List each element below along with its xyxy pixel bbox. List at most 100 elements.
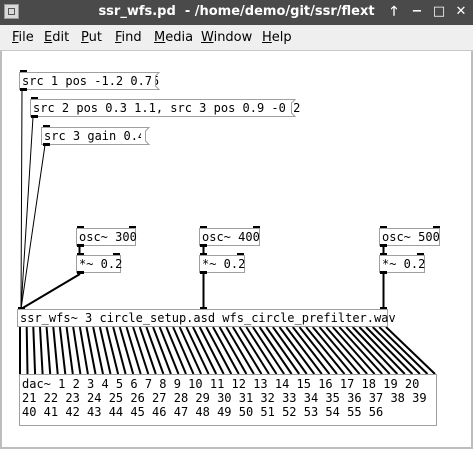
message-flag — [141, 127, 150, 145]
close-button[interactable]: ✕ — [455, 4, 467, 19]
signal-cord — [218, 326, 248, 375]
window-title: ssr_wfs.pd - /home/demo/git/ssr/flext — [98, 4, 375, 19]
cord-msg3 — [20, 144, 46, 310]
signal-cord — [205, 326, 233, 375]
dac-object[interactable]: dac~ 1 2 3 4 5 6 7 8 9 10 11 12 13 14 15… — [19, 374, 437, 426]
message-flag — [287, 99, 296, 117]
signal-cord — [25, 326, 29, 375]
inlet — [237, 253, 244, 256]
inlet — [253, 226, 260, 229]
keep-above-button[interactable]: 🡑 — [390, 4, 398, 19]
inlet — [433, 226, 440, 229]
inlet — [380, 253, 387, 256]
outlet — [20, 88, 27, 91]
cord-fan — [19, 326, 436, 375]
inlet — [18, 307, 25, 310]
title-bar: ssr_wfs.pd - /home/demo/git/ssr/flext 🡑 … — [0, 0, 473, 25]
minimize-button[interactable]: − — [411, 4, 423, 19]
signal-cord — [332, 326, 376, 375]
signal-cord — [258, 326, 293, 375]
signal-cord — [305, 326, 346, 375]
signal-cord — [312, 326, 353, 375]
menu-bar: File Edit Put Find Media Window Help — [0, 25, 473, 51]
signal-cord — [78, 326, 89, 375]
signal-cord — [65, 326, 74, 375]
signal-cord — [125, 326, 142, 375]
maximize-button[interactable]: □ — [432, 4, 446, 19]
inlet — [77, 226, 84, 229]
menu-put[interactable]: Put — [81, 30, 102, 45]
signal-cord — [298, 326, 338, 375]
signal-cord — [85, 326, 97, 375]
signal-cord — [252, 326, 285, 375]
window-border-left — [0, 51, 2, 449]
multiply-object-2[interactable]: *~ 0.2 — [199, 255, 245, 273]
signal-cord — [292, 326, 331, 375]
outlet — [77, 244, 84, 247]
message-src2-src3-pos[interactable]: src 2 pos 0.3 1.1, src 3 pos 0.9 -0.2 — [30, 99, 300, 117]
signal-cord — [92, 326, 104, 375]
cord-msg1 — [20, 89, 23, 310]
signal-cord — [192, 326, 218, 375]
signal-cord — [278, 326, 316, 375]
inlet — [200, 253, 207, 256]
osc-400-object[interactable]: osc~ 400 — [199, 228, 260, 246]
signal-cord — [225, 326, 255, 375]
signal-cord — [232, 326, 263, 375]
signal-cord — [138, 326, 157, 375]
signal-cord — [385, 326, 436, 375]
message-flag — [151, 72, 160, 90]
signal-cord — [152, 326, 172, 375]
outlet — [380, 271, 387, 274]
inlet — [20, 70, 27, 73]
multiply-object-3[interactable]: *~ 0.2 — [379, 255, 425, 273]
signal-cord — [338, 326, 383, 375]
osc-500-object[interactable]: osc~ 500 — [379, 228, 440, 246]
signal-cord — [178, 326, 203, 375]
signal-cord — [265, 326, 301, 375]
signal-cord — [39, 326, 44, 375]
ssr-wfs-renderer-object[interactable]: ssr_wfs~ 3 circle_setup.asd wfs_circle_p… — [17, 309, 396, 327]
inlet — [31, 97, 38, 100]
menu-media[interactable]: Media — [154, 30, 194, 45]
inlet — [380, 226, 387, 229]
signal-cord — [158, 326, 180, 375]
window-border-right — [471, 51, 473, 449]
signal-cord — [318, 326, 361, 375]
signal-cord — [198, 326, 225, 375]
signal-cord — [378, 326, 429, 375]
osc-300-object[interactable]: osc~ 300 — [76, 228, 137, 246]
signal-cord — [351, 326, 399, 375]
signal-cord — [98, 326, 112, 375]
signal-cord — [325, 326, 368, 375]
signal-cord — [112, 326, 127, 375]
multiply-object-1[interactable]: *~ 0.2 — [76, 255, 122, 273]
menu-find[interactable]: Find — [115, 30, 142, 45]
outlet — [31, 115, 38, 118]
signal-cord — [58, 326, 67, 375]
menu-file[interactable]: File — [12, 30, 34, 45]
outlet — [200, 244, 207, 247]
inlet — [113, 253, 120, 256]
outlet — [43, 143, 50, 146]
signal-cord — [345, 326, 391, 375]
menu-help[interactable]: Help — [262, 30, 292, 45]
menu-window[interactable]: Window — [201, 30, 253, 45]
inlet — [380, 307, 387, 310]
signal-cord — [285, 326, 323, 375]
message-src1-pos[interactable]: src 1 pos -1.2 0.75 — [19, 72, 159, 90]
signal-cord — [72, 326, 82, 375]
inlet — [417, 253, 424, 256]
inlet — [129, 226, 136, 229]
pd-app-icon[interactable] — [4, 4, 19, 19]
cord-mul1 — [20, 273, 81, 310]
inlet — [200, 307, 207, 310]
signal-cord — [185, 326, 210, 375]
message-src3-gain[interactable]: src 3 gain 0.4 — [41, 127, 145, 145]
signal-cord — [238, 326, 270, 375]
menu-edit[interactable]: Edit — [44, 30, 70, 45]
signal-cord — [272, 326, 308, 375]
signal-cord — [118, 326, 135, 375]
signal-cord — [45, 326, 52, 375]
signal-cord — [212, 326, 240, 375]
